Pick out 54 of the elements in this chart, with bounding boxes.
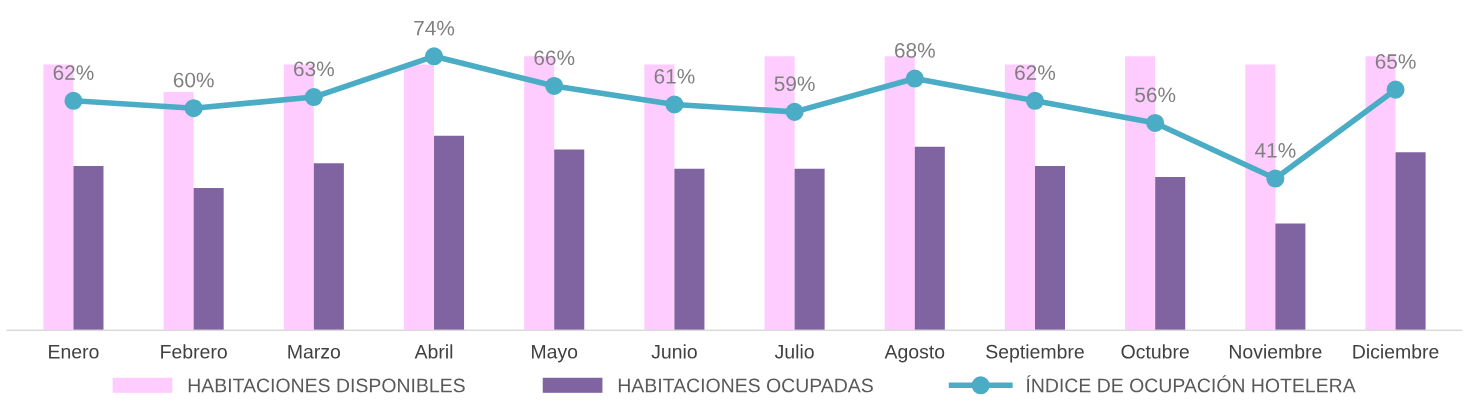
x-tick-label: Agosto bbox=[884, 345, 945, 363]
x-tick-label: Diciembre bbox=[1353, 344, 1439, 359]
bar bbox=[1395, 152, 1426, 331]
x-tick-label: Abril bbox=[414, 344, 453, 359]
bar bbox=[163, 91, 194, 331]
data-label: 59% bbox=[774, 76, 815, 92]
bar bbox=[193, 187, 224, 331]
data-label: 63% bbox=[294, 61, 334, 77]
data-label: 66% bbox=[534, 50, 575, 66]
point bbox=[785, 102, 804, 121]
point bbox=[1025, 91, 1045, 110]
point bbox=[304, 88, 323, 107]
bar bbox=[1034, 165, 1066, 331]
point bbox=[424, 47, 444, 66]
bar bbox=[434, 135, 465, 331]
legend-label: HABITACIONES OCUPADAS bbox=[618, 378, 873, 393]
legend-label: ÍNDICE DE OCUPACIÓN HOTELERA bbox=[1026, 375, 1356, 393]
point bbox=[64, 91, 83, 110]
x-tick-label: Octubre bbox=[1121, 344, 1189, 359]
bar bbox=[403, 64, 435, 331]
point bbox=[1386, 80, 1405, 99]
bar bbox=[914, 146, 945, 331]
point bbox=[905, 69, 924, 88]
data-label: 41% bbox=[1254, 143, 1296, 158]
data-label: 60% bbox=[173, 72, 214, 88]
data-label: 68% bbox=[895, 43, 935, 58]
data-label: 62% bbox=[53, 65, 94, 80]
x-tick-label: Junio bbox=[651, 344, 697, 359]
data-label: 74% bbox=[414, 20, 455, 36]
x-tick-label: Febrero bbox=[161, 344, 227, 359]
bar bbox=[554, 149, 585, 331]
x-tick-label: Enero bbox=[49, 345, 99, 359]
point bbox=[665, 95, 684, 114]
bar bbox=[1155, 176, 1186, 331]
point bbox=[1266, 169, 1285, 188]
bar bbox=[73, 165, 104, 331]
point bbox=[545, 76, 564, 95]
bar bbox=[1275, 223, 1306, 331]
point bbox=[184, 99, 203, 118]
x-tick-label: Marzo bbox=[288, 345, 341, 359]
point bbox=[1146, 113, 1165, 133]
data-label: 65% bbox=[1375, 54, 1416, 69]
bar bbox=[674, 168, 705, 331]
bar bbox=[884, 56, 915, 331]
data-label: 62% bbox=[1015, 65, 1056, 80]
x-tick-label: Mayo bbox=[532, 345, 578, 363]
bar bbox=[794, 168, 825, 331]
x-tick-label: Septiembre bbox=[986, 344, 1084, 363]
legend-label: HABITACIONES DISPONIBLES bbox=[188, 378, 465, 393]
x-tick-label: Noviembre bbox=[1229, 344, 1322, 359]
data-label: 61% bbox=[654, 68, 695, 84]
x-tick-label: Julio bbox=[774, 344, 814, 359]
bar bbox=[313, 163, 344, 331]
data-label: 56% bbox=[1135, 87, 1176, 103]
